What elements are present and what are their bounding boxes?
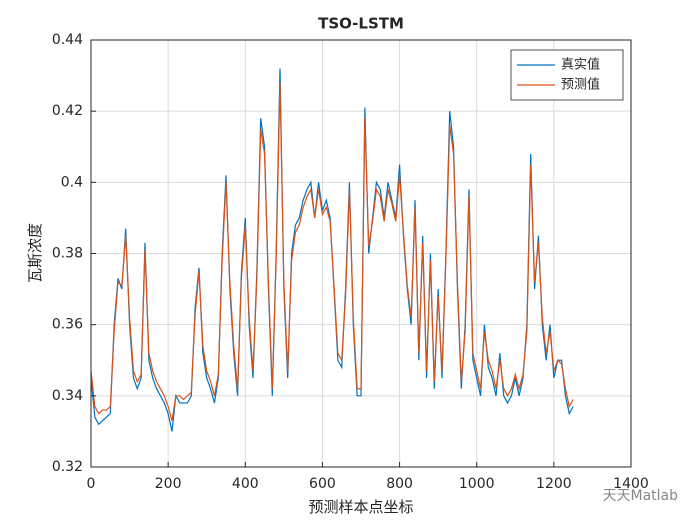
- x-tick-label: 200: [155, 476, 182, 492]
- x-tick-label: 1200: [536, 476, 572, 492]
- x-tick-label: 1400: [613, 476, 649, 492]
- x-axis-label: 预测样本点坐标: [308, 498, 413, 516]
- legend-label: 预测值: [561, 77, 600, 93]
- x-tick-label: 1000: [459, 476, 495, 492]
- plot-lines: [90, 68, 574, 432]
- x-tick-label: 800: [386, 476, 413, 492]
- y-tick-label: 0.44: [52, 32, 83, 48]
- y-tick-label: 0.4: [61, 174, 83, 190]
- watermark: 天天Matlab: [602, 488, 678, 504]
- x-tick-label: 400: [232, 476, 259, 492]
- legend-box: [510, 49, 624, 101]
- x-tick-label: 0: [87, 476, 96, 492]
- y-tick-label: 0.32: [52, 459, 83, 475]
- data-line: [90, 82, 574, 421]
- y-tick-label: 0.42: [52, 103, 83, 119]
- x-tick-label: 600: [309, 476, 336, 492]
- ticks: 0 200 400 600 800 1000 1200 1400 0.32 0.34 0.36 0.3…: [52, 32, 649, 492]
- legend-label: 真实值: [561, 57, 600, 73]
- y-tick-label: 0.38: [52, 246, 83, 262]
- y-axis-label: 瓦斯浓度: [26, 223, 44, 283]
- y-tick-label: 0.34: [52, 388, 83, 404]
- chart-title: TSO-LSTM: [318, 15, 404, 33]
- y-tick-label: 0.36: [52, 317, 83, 333]
